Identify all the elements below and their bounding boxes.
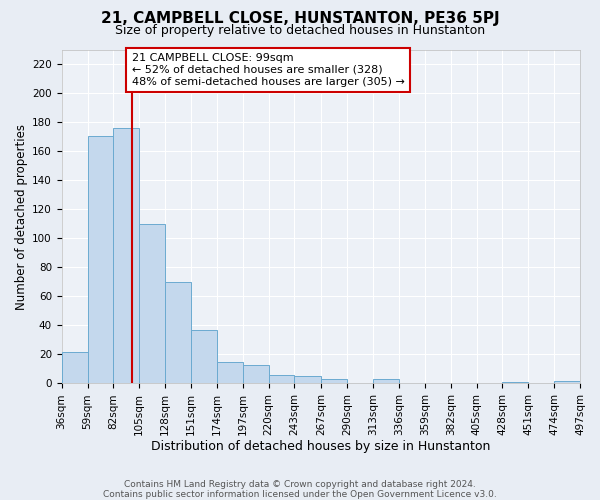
Text: 21 CAMPBELL CLOSE: 99sqm
← 52% of detached houses are smaller (328)
48% of semi-: 21 CAMPBELL CLOSE: 99sqm ← 52% of detach…: [131, 54, 404, 86]
Bar: [269, 375, 295, 384]
Bar: [554, 380, 580, 384]
Bar: [295, 376, 322, 384]
Text: 21, CAMPBELL CLOSE, HUNSTANTON, PE36 5PJ: 21, CAMPBELL CLOSE, HUNSTANTON, PE36 5PJ: [101, 11, 499, 26]
Bar: [322, 379, 347, 384]
Bar: [373, 379, 399, 384]
X-axis label: Distribution of detached houses by size in Hunstanton: Distribution of detached houses by size …: [151, 440, 491, 452]
Bar: [502, 382, 528, 384]
Bar: [113, 128, 139, 384]
Y-axis label: Number of detached properties: Number of detached properties: [15, 124, 28, 310]
Text: Contains HM Land Registry data © Crown copyright and database right 2024.
Contai: Contains HM Land Registry data © Crown c…: [103, 480, 497, 499]
Bar: [242, 364, 269, 384]
Text: Size of property relative to detached houses in Hunstanton: Size of property relative to detached ho…: [115, 24, 485, 37]
Bar: [217, 362, 242, 384]
Bar: [62, 352, 88, 384]
Bar: [165, 282, 191, 384]
Bar: [88, 136, 113, 384]
Bar: [139, 224, 165, 384]
Bar: [191, 330, 217, 384]
